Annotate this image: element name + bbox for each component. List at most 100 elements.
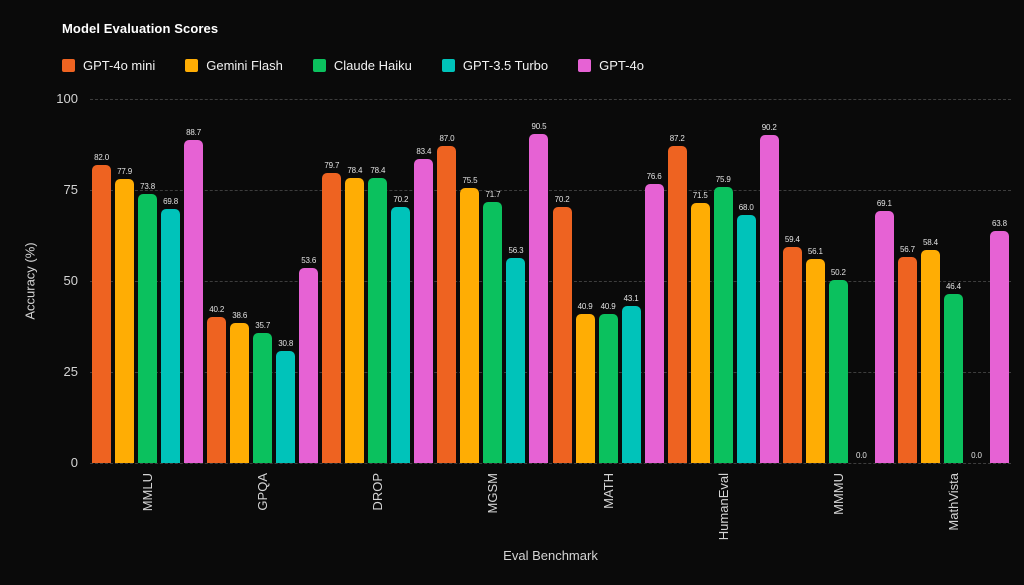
bar-wrap: 40.2: [207, 99, 227, 463]
x-tick-gpqa: GPQA: [205, 463, 320, 511]
bar-group-math: 70.2 40.9 40.9 43.1 76.6: [551, 99, 666, 463]
bar-mmlu-gpt-4o-mini[interactable]: [92, 164, 112, 463]
bar-value-label: 46.4: [946, 282, 961, 292]
y-tick-label-0: 0: [70, 455, 78, 470]
bar-groups: 82.0 77.9 73.8 69.8 88.7 40.2 38.6 35.7 30.8 53.6…: [90, 99, 1011, 463]
bar-math-gemini-flash[interactable]: [575, 314, 595, 463]
bar-mgsm-gpt-3-5-turbo[interactable]: [506, 258, 526, 463]
x-tick-humaneval: HumanEval: [666, 463, 781, 540]
bar-wrap: 76.6: [644, 99, 664, 463]
bar-value-label: 77.9: [117, 167, 132, 177]
bar-value-label: 40.2: [209, 304, 225, 314]
bar-wrap: 0.0: [852, 99, 871, 463]
bar-gpqa-gpt-4o[interactable]: [299, 267, 319, 463]
x-tick-text: HumanEval: [715, 473, 731, 541]
bar-math-gpt-3-5-turbo[interactable]: [621, 306, 641, 463]
bar-mathvista-gpt-4o[interactable]: [989, 230, 1009, 463]
bar-value-label: 79.7: [324, 160, 340, 170]
bar-group-mathvista: 56.7 58.4 46.4 0.0 63.8: [896, 99, 1011, 463]
gridline-y0: [90, 463, 1011, 464]
bar-wrap: 56.1: [805, 99, 825, 463]
x-tick-text: MathVista: [945, 473, 961, 531]
bar-wrap: 53.6: [299, 99, 319, 463]
bar-math-claude-haiku[interactable]: [598, 314, 618, 463]
bar-humaneval-gpt-4o[interactable]: [759, 134, 779, 463]
legend-label: Gemini Flash: [206, 58, 283, 73]
x-tick-text: MMMU: [830, 473, 846, 515]
bar-value-label: 56.1: [807, 246, 823, 256]
bar-wrap: 69.8: [161, 99, 181, 463]
bar-humaneval-gpt-3-5-turbo[interactable]: [736, 215, 756, 463]
bar-value-label: 69.8: [163, 196, 178, 206]
bar-humaneval-claude-haiku[interactable]: [713, 186, 733, 463]
gridline-y75: [90, 190, 1011, 191]
x-tick-labels: MMLU GPQA DROP MGSM MATH HumanEval MMMU MathVis…: [90, 463, 1011, 540]
bar-gpqa-claude-haiku[interactable]: [253, 333, 273, 463]
legend-item-claude-haiku[interactable]: Claude Haiku: [312, 58, 412, 73]
bar-drop-gemini-flash[interactable]: [345, 177, 365, 463]
bar-drop-gpt-3-5-turbo[interactable]: [391, 207, 411, 463]
bar-mmlu-gemini-flash[interactable]: [115, 179, 135, 463]
bar-mgsm-gpt-4o[interactable]: [529, 133, 549, 463]
bar-wrap: 43.1: [621, 99, 641, 463]
bar-value-label: 71.5: [692, 190, 708, 200]
legend-label: Claude Haiku: [333, 58, 412, 73]
x-tick-text: MMLU: [140, 473, 156, 512]
y-tick-label-50: 50: [63, 273, 78, 288]
bar-mmmu-claude-haiku[interactable]: [828, 280, 848, 463]
bar-wrap: 83.4: [414, 99, 434, 463]
bar-mathvista-claude-haiku[interactable]: [943, 294, 963, 463]
bar-wrap: 87.2: [667, 99, 687, 463]
bar-math-gpt-4o[interactable]: [644, 184, 664, 463]
legend-item-gemini-flash[interactable]: Gemini Flash: [185, 58, 283, 73]
bar-value-label: 56.7: [900, 244, 915, 254]
legend: GPT-4o mini Gemini Flash Claude Haiku GPT-3…: [62, 58, 644, 73]
bar-value-label: 35.7: [255, 321, 271, 331]
bar-value-label: 90.5: [531, 121, 547, 131]
bar-drop-claude-haiku[interactable]: [368, 177, 388, 463]
bar-wrap: 59.4: [782, 99, 802, 463]
bar-group-mmmu: 59.4 56.1 50.2 0.0 69.1: [781, 99, 896, 463]
bar-value-label: 87.0: [439, 134, 455, 144]
gridline-y100: [90, 99, 1011, 100]
bar-wrap: 78.4: [368, 99, 388, 463]
legend-item-gpt-4o-mini[interactable]: GPT-4o mini: [62, 58, 155, 73]
bar-math-gpt-4o-mini[interactable]: [552, 207, 572, 463]
bar-humaneval-gpt-4o-mini[interactable]: [667, 145, 687, 463]
bar-wrap: 79.7: [322, 99, 342, 463]
bar-wrap: 69.1: [874, 99, 894, 463]
legend-swatch-icon: [312, 59, 326, 72]
bar-humaneval-gemini-flash[interactable]: [690, 202, 710, 463]
bar-gpqa-gpt-3-5-turbo[interactable]: [276, 350, 296, 463]
bar-mmmu-gemini-flash[interactable]: [805, 258, 825, 463]
bar-mmmu-gpt-4o-mini[interactable]: [782, 246, 802, 463]
bar-group-humaneval: 87.2 71.5 75.9 68.0 90.2: [666, 99, 781, 463]
bar-value-label: 40.9: [577, 302, 593, 312]
bar-gpqa-gpt-4o-mini[interactable]: [207, 316, 227, 463]
bar-mmlu-gpt-4o[interactable]: [184, 140, 204, 463]
bar-mmmu-gpt-4o[interactable]: [874, 211, 894, 463]
bar-drop-gpt-4o-mini[interactable]: [322, 172, 342, 463]
bar-wrap: 73.8: [138, 99, 158, 463]
bar-wrap: 70.2: [552, 99, 572, 463]
bar-value-label: 87.2: [669, 133, 685, 143]
bar-wrap: 75.5: [460, 99, 480, 463]
x-tick-math: MATH: [551, 463, 666, 509]
bar-mathvista-gemini-flash[interactable]: [920, 250, 940, 463]
bar-mgsm-gpt-4o-mini[interactable]: [437, 146, 457, 463]
bar-mathvista-gpt-4o-mini[interactable]: [897, 256, 917, 463]
bar-mgsm-gemini-flash[interactable]: [460, 188, 480, 463]
bar-value-label: 69.1: [876, 199, 892, 209]
bar-wrap: 40.9: [598, 99, 618, 463]
legend-item-gpt-3-5-turbo[interactable]: GPT-3.5 Turbo: [441, 58, 548, 73]
bar-mgsm-claude-haiku[interactable]: [483, 202, 503, 463]
x-tick-mmmu: MMMU: [781, 463, 896, 515]
bar-wrap: 56.7: [897, 99, 917, 463]
bar-wrap: 0.0: [967, 99, 986, 463]
bar-gpqa-gemini-flash[interactable]: [230, 322, 250, 463]
bar-drop-gpt-4o[interactable]: [414, 159, 434, 463]
bar-wrap: 63.8: [989, 99, 1009, 463]
bar-mmlu-gpt-3-5-turbo[interactable]: [161, 208, 181, 463]
bar-mmlu-claude-haiku[interactable]: [138, 194, 158, 463]
legend-item-gpt-4o[interactable]: GPT-4o: [578, 58, 644, 73]
